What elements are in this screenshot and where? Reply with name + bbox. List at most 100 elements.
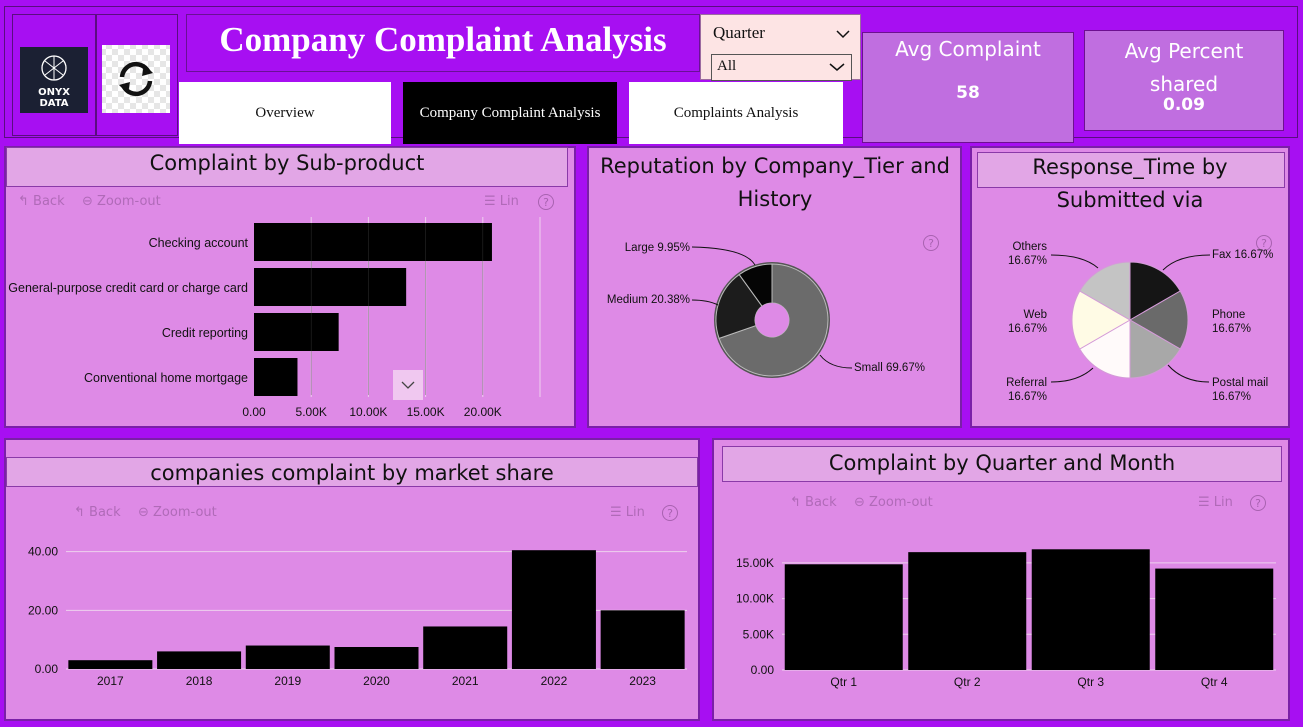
quarter-label: Quarter xyxy=(713,23,765,42)
category-label: General-purpose credit card or charge ca… xyxy=(8,281,248,295)
bar xyxy=(245,645,330,669)
refresh-button[interactable] xyxy=(102,45,170,113)
slice xyxy=(1129,290,1189,350)
avg-percent-card: Avg Percent shared 0.09 xyxy=(1084,30,1284,131)
help-icon[interactable]: ? xyxy=(538,194,554,210)
response-chart: Fax 16.67% Phone 16.67% Postal mail 16.67% Re… xyxy=(1006,241,1273,403)
donut-hole xyxy=(755,303,789,337)
tick-label: 0.00 xyxy=(751,663,775,677)
quarterly-toolbar: ↰ Back ⊖ Zoom-out ☰ Lin ? xyxy=(790,495,1270,513)
slice-label: 16.67% xyxy=(1212,391,1251,403)
slice-label: Web xyxy=(1024,309,1047,321)
leader-line xyxy=(1050,254,1099,269)
nav-overview-button[interactable]: Overview xyxy=(179,82,391,144)
category-label: 2018 xyxy=(186,674,213,688)
leader-line xyxy=(1050,367,1094,383)
page-title: Company Complaint Analysis xyxy=(219,20,667,59)
avg-complaint-label: Avg Complaint xyxy=(895,37,1041,61)
category-label: 2020 xyxy=(363,674,390,688)
logo-line1: ONYX xyxy=(38,87,70,98)
category-label: 2022 xyxy=(541,674,568,688)
lin-toggle[interactable]: ☰ Lin xyxy=(1198,495,1233,510)
reputation-title: Reputation by Company_Tier and History xyxy=(600,154,950,211)
lin-toggle[interactable]: ☰ Lin xyxy=(484,194,519,209)
leader-line xyxy=(691,246,756,266)
help-icon[interactable]: ? xyxy=(1250,495,1266,511)
back-button[interactable]: ↰ Back xyxy=(74,505,121,520)
help-icon[interactable]: ? xyxy=(923,235,939,251)
market-title: companies complaint by market share xyxy=(6,457,698,487)
quarter-select[interactable]: All xyxy=(711,54,852,81)
chevron-down-icon xyxy=(401,381,415,389)
slice xyxy=(1071,290,1131,350)
slice xyxy=(1129,319,1181,379)
bar xyxy=(254,358,298,396)
chevron-down-icon xyxy=(836,30,850,39)
chevron-down-icon xyxy=(829,63,845,71)
bar xyxy=(157,651,242,669)
bar xyxy=(334,647,419,669)
tick-label: 10.00K xyxy=(736,592,774,606)
lin-label: Lin xyxy=(1213,495,1233,510)
subproduct-toolbar: ↰ Back ⊖ Zoom-out ☰ Lin ? xyxy=(18,194,558,212)
bar xyxy=(68,660,153,669)
onyx-logo: ONYX DATA xyxy=(20,47,88,113)
subproduct-title: Complaint by Sub-product xyxy=(6,147,568,187)
zoom-out-label: Zoom-out xyxy=(869,495,933,510)
leader-line xyxy=(819,354,853,369)
slice xyxy=(1079,261,1131,321)
tick-label: 0.00 xyxy=(35,662,59,676)
back-label: Back xyxy=(33,194,65,209)
back-button[interactable]: ↰ Back xyxy=(790,495,837,510)
title-box xyxy=(186,14,700,72)
zoom-out-button[interactable]: ⊖ Zoom-out xyxy=(138,505,217,520)
slice-label: Phone xyxy=(1212,309,1245,321)
subproduct-chart: Checking account General-purpose credit c… xyxy=(8,217,541,419)
chart-scroll-down-button[interactable] xyxy=(393,370,423,400)
quarter-filter[interactable]: Quarter All xyxy=(700,14,861,81)
slice-label: 16.67% xyxy=(1008,323,1047,335)
category-label: Conventional home mortgage xyxy=(84,371,248,385)
category-label: 2021 xyxy=(452,674,479,688)
avg-complaint-card: Avg Complaint 58 xyxy=(862,32,1074,143)
lin-toggle[interactable]: ☰ Lin xyxy=(610,505,645,520)
slice-label: Postal mail xyxy=(1212,377,1268,389)
slice-label: Others xyxy=(1012,241,1047,253)
bar xyxy=(908,552,1027,670)
slice-label: Fax 16.67% xyxy=(1212,249,1273,261)
lin-label: Lin xyxy=(499,194,519,209)
refresh-tile xyxy=(96,14,178,136)
tick-label: 5.00K xyxy=(296,405,327,419)
reputation-chart: Small 69.67% Medium 20.38% Large 9.95% xyxy=(607,242,925,378)
bar xyxy=(254,268,407,306)
help-icon[interactable]: ? xyxy=(662,505,678,521)
tick-label: 20.00K xyxy=(464,405,502,419)
leader-line xyxy=(1167,364,1210,383)
avg-complaint-value: 58 xyxy=(956,83,980,103)
category-label: Qtr 4 xyxy=(1201,675,1228,689)
slice-label: Medium 20.38% xyxy=(607,294,690,306)
slice-label: Referral xyxy=(1006,377,1047,389)
tick-label: 15.00K xyxy=(736,556,774,570)
zoom-out-label: Zoom-out xyxy=(153,505,217,520)
slice-label: 16.67% xyxy=(1008,255,1047,267)
nav-company-complaint-button[interactable]: Company Complaint Analysis xyxy=(403,82,617,144)
zoom-out-button[interactable]: ⊖ Zoom-out xyxy=(854,495,933,510)
category-label: 2023 xyxy=(629,674,656,688)
back-button[interactable]: ↰ Back xyxy=(18,194,65,209)
bar xyxy=(784,564,903,670)
bar xyxy=(1155,568,1274,670)
back-label: Back xyxy=(805,495,837,510)
tick-label: 20.00 xyxy=(28,603,58,617)
globe-icon xyxy=(41,55,67,81)
refresh-icon xyxy=(119,61,153,97)
leader-line xyxy=(691,299,719,306)
tick-label: 15.00K xyxy=(407,405,445,419)
help-icon[interactable]: ? xyxy=(1256,235,1272,251)
response-title: Response_Time by Submitted via xyxy=(1032,155,1228,212)
logo-tile xyxy=(12,14,96,136)
nav-complaints-analysis-button[interactable]: Complaints Analysis xyxy=(629,82,843,144)
zoom-out-button[interactable]: ⊖ Zoom-out xyxy=(82,194,161,209)
response-title-bar xyxy=(977,152,1285,188)
slice xyxy=(1129,261,1181,321)
